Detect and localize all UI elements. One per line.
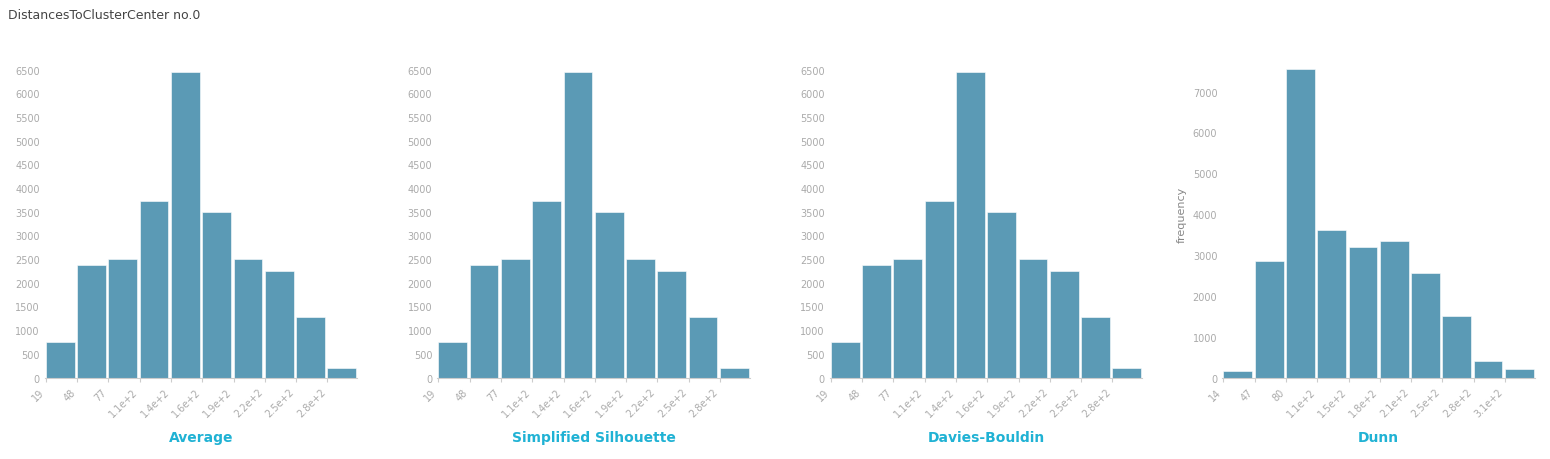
Bar xyxy=(501,260,530,378)
Bar xyxy=(470,266,499,378)
Bar xyxy=(1082,317,1110,378)
Bar xyxy=(1318,231,1345,378)
Bar xyxy=(234,260,262,378)
Bar xyxy=(109,260,138,378)
Bar xyxy=(688,317,718,378)
Bar xyxy=(1049,271,1079,378)
Bar xyxy=(1505,369,1534,378)
Bar xyxy=(140,202,169,378)
Bar xyxy=(439,342,467,378)
Text: DistancesToClusterCenter no.0: DistancesToClusterCenter no.0 xyxy=(8,9,200,22)
Bar xyxy=(987,213,1017,378)
X-axis label: Average: Average xyxy=(169,430,232,444)
Bar xyxy=(925,202,953,378)
Bar xyxy=(956,73,984,378)
Bar xyxy=(564,73,592,378)
Bar xyxy=(202,213,231,378)
Bar xyxy=(1410,274,1440,378)
X-axis label: Dunn: Dunn xyxy=(1358,430,1400,444)
Bar xyxy=(170,73,200,378)
Bar xyxy=(595,213,623,378)
Y-axis label: frequency: frequency xyxy=(1176,187,1187,243)
Bar xyxy=(862,266,891,378)
Bar xyxy=(327,368,357,378)
Bar xyxy=(893,260,922,378)
Bar xyxy=(657,271,687,378)
Bar xyxy=(265,271,293,378)
Bar xyxy=(78,266,105,378)
Bar xyxy=(719,368,749,378)
Bar xyxy=(1286,70,1314,378)
Bar xyxy=(1348,247,1378,378)
X-axis label: Simplified Silhouette: Simplified Silhouette xyxy=(512,430,676,444)
Bar xyxy=(1018,260,1048,378)
Bar xyxy=(1443,317,1471,378)
Bar xyxy=(626,260,654,378)
X-axis label: Davies-Bouldin: Davies-Bouldin xyxy=(927,430,1045,444)
Bar xyxy=(532,202,561,378)
Bar xyxy=(46,342,74,378)
Bar xyxy=(831,342,860,378)
Bar xyxy=(296,317,326,378)
Bar xyxy=(1256,262,1283,378)
Bar xyxy=(1223,372,1252,378)
Bar xyxy=(1113,368,1141,378)
Bar xyxy=(1380,241,1409,378)
Bar xyxy=(1474,361,1502,378)
